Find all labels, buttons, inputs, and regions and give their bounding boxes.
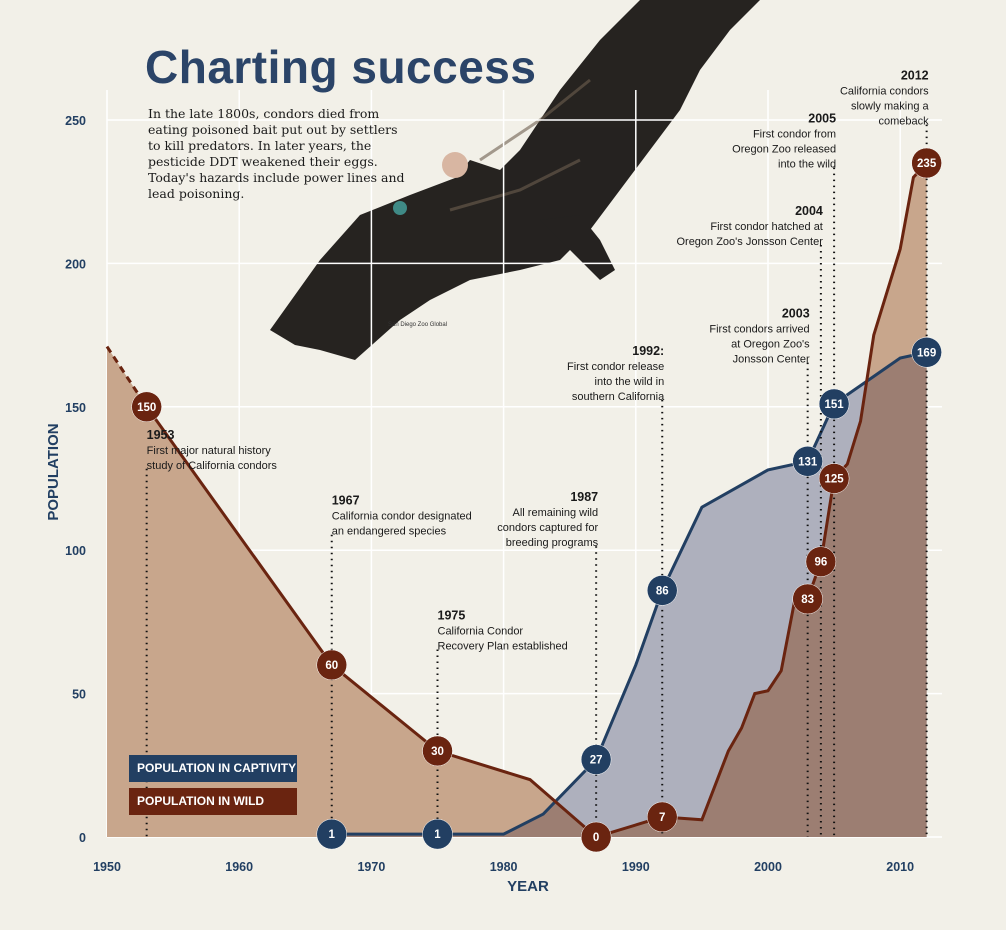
annotation-text: California condors	[840, 86, 929, 98]
x-tick-label: 2000	[754, 860, 782, 874]
photo-credit: San Diego Zoo Global	[388, 322, 448, 328]
markers: 150 60 1 30 1 27 0 86 7 131 83 96 151 125 235 169	[131, 147, 942, 853]
annotation-year: 2004	[795, 204, 823, 218]
data-label: 235	[917, 158, 937, 170]
annotation-text: California Condor	[438, 625, 524, 637]
data-label: 7	[659, 812, 665, 824]
legend-captivity: POPULATION IN CAPTIVITY	[129, 755, 297, 782]
data-label: 125	[825, 474, 845, 486]
data-label: 1	[434, 829, 441, 841]
annotation-year: 1987	[570, 490, 598, 504]
point-wild-2012	[911, 147, 942, 179]
y-tick-label: 100	[65, 544, 86, 558]
data-label: 30	[431, 746, 444, 758]
annotation-text: an endangered species	[332, 526, 447, 538]
data-label: 83	[801, 594, 814, 606]
x-tick-label: 1950	[93, 860, 121, 874]
data-label: 151	[825, 399, 845, 411]
annotation-text: slowly making a	[851, 101, 930, 113]
point-wild-1967	[316, 649, 347, 681]
point-captivity-2005	[818, 388, 850, 420]
intro-text: In the late 1800s, condors died from eat…	[148, 106, 405, 201]
data-label: 169	[917, 347, 936, 359]
annotation-text: Oregon Zoo's Jonsson Center	[676, 236, 823, 248]
annotation-text: Jonsson Center	[733, 354, 810, 366]
point-wild-2003	[792, 583, 823, 615]
x-tick-label: 1990	[622, 860, 650, 874]
annotation-text: condors captured for	[497, 522, 598, 534]
page-title: Charting success	[145, 41, 537, 93]
y-tick-label: 0	[79, 831, 86, 845]
annotation-year: 1967	[332, 494, 360, 508]
annotation-text: southern California	[572, 391, 665, 403]
annotation-text: study of California condors	[147, 460, 278, 472]
legend-wild: POPULATION IN WILD	[129, 788, 297, 815]
annotation-text: at Oregon Zoo's	[731, 339, 810, 351]
annotation-text: comeback	[878, 116, 929, 128]
data-label: 150	[137, 402, 156, 414]
x-axis-title: YEAR	[507, 878, 549, 895]
y-tick-label: 150	[65, 401, 86, 415]
annotation-text: Oregon Zoo released	[732, 144, 836, 156]
annotation-year: 2012	[901, 69, 929, 83]
annotation-text: First condor from	[753, 129, 836, 141]
x-tick-label: 2010	[886, 860, 914, 874]
point-captivity-1987	[580, 744, 612, 775]
point-wild-1953	[131, 391, 162, 423]
condor-tag	[393, 201, 407, 215]
data-label: 27	[590, 755, 603, 767]
x-tick-label: 1970	[357, 860, 385, 874]
point-captivity-2003	[792, 446, 823, 477]
annotation-year: 1992:	[632, 344, 664, 358]
point-captivity-1992	[646, 575, 678, 606]
annotation-year: 2005	[808, 112, 836, 126]
annotation-text: into the wild in	[595, 376, 665, 388]
annotation-text: Recovery Plan established	[438, 640, 568, 652]
y-tick-label: 50	[72, 688, 86, 702]
annotation-text: into the wild	[778, 159, 836, 171]
data-label: 60	[325, 660, 338, 672]
annotation-text: All remaining wild	[513, 507, 599, 519]
data-label: 131	[798, 456, 818, 468]
annotations: 1953 First major natural history study of …	[145, 69, 930, 837]
axes: 1950 1960 1970 1980 1990 2000 2010050100150200…	[45, 114, 914, 895]
point-wild-2004	[805, 546, 837, 577]
point-captivity-1967	[316, 818, 347, 850]
annotation-year: 1975	[438, 608, 466, 622]
annotation-text: First condors arrived	[709, 324, 809, 336]
area-wild	[107, 163, 927, 837]
annotation-text: California condor designated	[332, 511, 472, 523]
data-label: 96	[814, 557, 827, 569]
y-axis-title: POPULATION	[45, 423, 62, 520]
point-captivity-1975	[422, 818, 453, 850]
annotation-text: breeding programs	[506, 537, 599, 549]
y-tick-label: 200	[65, 257, 86, 271]
annotation-text: First major natural history	[147, 445, 272, 457]
condor-head	[442, 152, 468, 178]
x-tick-label: 1960	[225, 860, 253, 874]
data-label: 86	[656, 585, 669, 597]
data-label: 1	[329, 829, 336, 841]
point-captivity-2012	[911, 337, 942, 368]
point-wild-1975	[422, 735, 453, 767]
x-tick-label: 1980	[490, 860, 518, 874]
data-label: 0	[593, 832, 599, 844]
line-wild	[145, 162, 928, 839]
annotation-text: First condor hatched at	[710, 221, 823, 233]
annotation-text: First condor release	[567, 361, 664, 373]
annotation-year: 2003	[782, 307, 810, 321]
areas	[107, 163, 927, 837]
annotation-year: 1953	[147, 428, 175, 442]
point-wild-1992	[646, 801, 678, 833]
y-tick-label: 250	[65, 114, 86, 128]
point-wild-2005	[818, 463, 850, 494]
point-wild-1987	[580, 821, 612, 853]
